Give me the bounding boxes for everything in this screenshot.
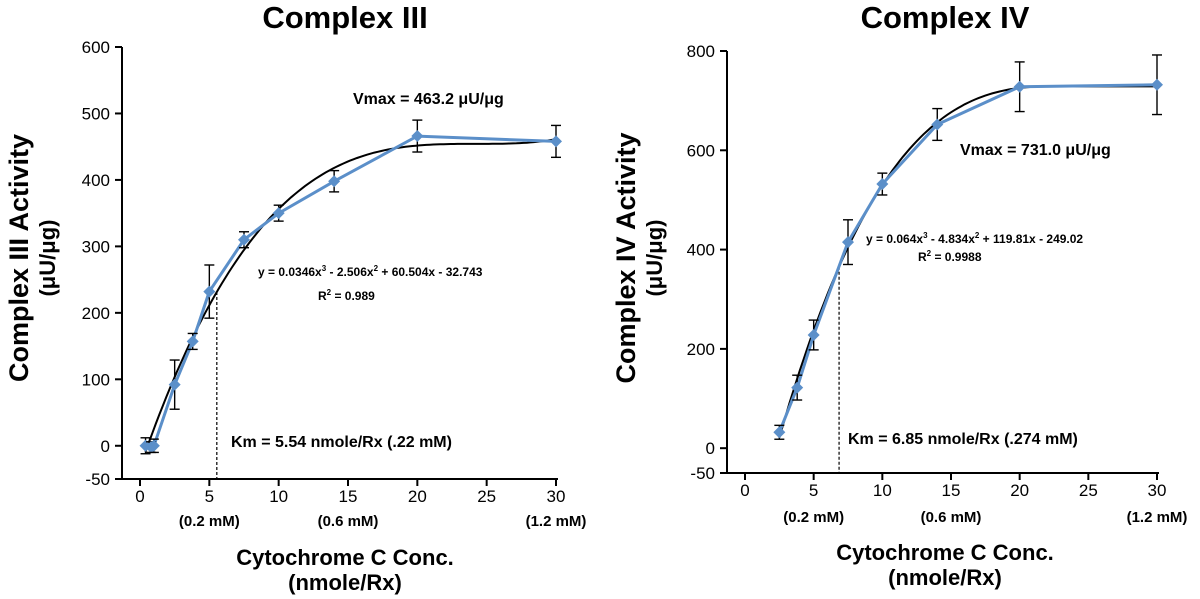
x-tick-label: 10	[269, 487, 288, 506]
x-axis-unit: (nmole/Rx)	[888, 565, 1002, 590]
vmax-annotation: Vmax = 463.2 μU/μg	[353, 91, 504, 108]
equation-exponent: 3	[923, 231, 928, 240]
series-line	[777, 83, 1158, 433]
y-tick-label: -50	[690, 464, 715, 483]
equation-exponent: 2	[975, 231, 980, 240]
x-tick-label: 25	[1079, 481, 1098, 500]
data-point	[272, 207, 285, 220]
data-point	[842, 236, 854, 249]
x-tick-label: 30	[547, 487, 566, 506]
y-tick-label: -50	[85, 470, 110, 489]
x-subtick-label: (1.2 mM)	[526, 513, 587, 530]
x-tick-label: 20	[408, 487, 427, 506]
data-point	[550, 135, 562, 148]
data-point	[203, 285, 216, 298]
equation-term: + 119.81x - 249.02	[979, 232, 1083, 246]
x-subtick-label: (0.2 mM)	[783, 509, 844, 526]
data-point	[1151, 78, 1163, 91]
y-axis-unit: (μU/μg)	[35, 219, 60, 296]
y-axis-label: Complex III Activity	[4, 134, 34, 382]
fit-curve	[144, 138, 555, 453]
x-subtick-label: (0.6 mM)	[921, 509, 982, 526]
y-tick-label: 400	[82, 171, 110, 190]
chart-title: Complex III	[262, 0, 427, 35]
x-tick-label: 0	[740, 481, 749, 500]
r-squared: R2 = 0.9988	[918, 249, 982, 264]
r-squared-value: = 0.989	[331, 289, 375, 303]
equation-term: y = 0.0346x	[258, 265, 322, 279]
y-tick-label: 100	[82, 370, 110, 389]
x-subtick-label: (0.2 mM)	[179, 513, 240, 530]
y-tick-label: 600	[687, 141, 715, 160]
x-tick-label: 30	[1148, 481, 1167, 500]
equation-term: - 2.506x	[326, 265, 374, 279]
fit-equation: y = 0.064x3 - 4.834x2 + 119.81x - 249.02	[866, 231, 1083, 246]
y-tick-label: 500	[82, 104, 110, 123]
km-annotation: Km = 5.54 nmole/Rx (.22 mM)	[231, 434, 452, 451]
equation-exponent: 2	[374, 264, 379, 273]
x-axis-label: Cytochrome C Conc.	[836, 540, 1054, 565]
equation-exponent: 3	[322, 264, 327, 273]
r-squared: R2 = 0.989	[318, 288, 375, 303]
fit-equation: y = 0.0346x3 - 2.506x2 + 60.504x - 32.74…	[258, 264, 483, 279]
data-point	[876, 178, 889, 191]
x-tick-label: 5	[809, 481, 818, 500]
y-axis-label: Complex IV Activity	[611, 132, 641, 383]
x-axis-label: Cytochrome C Conc.	[236, 545, 454, 570]
data-point	[807, 328, 820, 341]
equation-term: + 60.504x - 32.743	[378, 265, 483, 279]
data-point	[147, 439, 160, 452]
data-point	[411, 130, 424, 143]
vmax-annotation: Vmax = 731.0 μU/μg	[960, 142, 1111, 159]
x-tick-label: 10	[873, 481, 892, 500]
x-tick-label: 15	[942, 481, 961, 500]
x-tick-label: 0	[135, 487, 144, 506]
r-squared-prefix: R	[318, 289, 327, 303]
y-tick-label: 300	[82, 237, 110, 256]
chart-complex-iv: Complex IV Complex IV Activity (μU/μg) Cyto…	[611, 0, 1187, 590]
y-axis-unit: (μU/μg)	[642, 219, 667, 296]
data-point	[773, 426, 786, 439]
y-tick-label: 400	[687, 241, 715, 260]
km-annotation: Km = 6.85 nmole/Rx (.274 mM)	[848, 431, 1078, 448]
x-tick-label: 20	[1010, 481, 1029, 500]
y-tick-label: 200	[687, 340, 715, 359]
x-subtick-label: (0.6 mM)	[318, 513, 379, 530]
data-point	[186, 335, 199, 348]
data-point	[328, 175, 341, 188]
equation-term: y = 0.064x	[866, 232, 923, 246]
data-point	[1013, 80, 1026, 93]
data-point	[791, 381, 804, 394]
chart-complex-iii: Complex III Complex III Activity (μU/μg) Cy…	[4, 0, 586, 595]
equation-term: - 4.834x	[928, 232, 976, 246]
x-tick-label: 5	[205, 487, 214, 506]
y-tick-label: 800	[687, 42, 715, 61]
y-tick-label: 600	[82, 38, 110, 57]
x-axis-unit: (nmole/Rx)	[288, 570, 402, 595]
x-tick-label: 25	[477, 487, 496, 506]
y-tick-label: 0	[101, 437, 110, 456]
x-subtick-label: (1.2 mM)	[1127, 509, 1188, 526]
x-tick-label: 15	[339, 487, 358, 506]
data-point	[931, 118, 944, 131]
data-point	[238, 233, 250, 246]
r-squared-exponent: 2	[327, 288, 332, 297]
data-point	[168, 378, 181, 391]
r-squared-exponent: 2	[927, 249, 932, 258]
y-tick-label: 200	[82, 304, 110, 323]
chart-title: Complex IV	[861, 0, 1030, 35]
r-squared-prefix: R	[918, 250, 927, 264]
r-squared-value: = 0.9988	[931, 250, 982, 264]
y-tick-label: 0	[706, 439, 715, 458]
